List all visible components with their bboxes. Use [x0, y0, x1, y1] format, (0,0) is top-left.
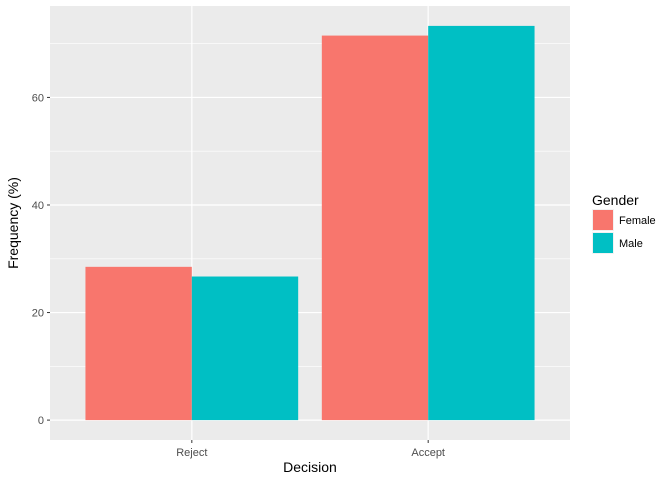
- x-axis-ticks: Reject Accept: [176, 440, 445, 459]
- y-tick-label: 60: [32, 92, 44, 104]
- bar-accept-male: [428, 25, 535, 421]
- y-axis-ticks: 0 20 40 60: [32, 92, 50, 427]
- legend-label-male: Male: [619, 238, 643, 250]
- y-tick-label: 40: [32, 200, 44, 212]
- x-tick-label: Reject: [176, 447, 207, 459]
- legend-key-male: [593, 233, 613, 253]
- legend-label-female: Female: [619, 215, 656, 227]
- legend-title: Gender: [592, 192, 639, 208]
- legend-key-female: [593, 210, 613, 230]
- x-tick-label: Accept: [411, 447, 445, 459]
- bar-reject-male: [191, 276, 299, 421]
- y-axis-title: Frequency (%): [5, 177, 21, 269]
- bar-reject-female: [85, 266, 192, 421]
- x-axis-title: Decision: [283, 459, 337, 475]
- y-tick-label: 0: [38, 415, 44, 427]
- bars: [85, 25, 535, 421]
- y-tick-label: 20: [32, 308, 44, 320]
- bar-accept-female: [321, 35, 429, 421]
- legend: Gender Female Male: [592, 192, 656, 254]
